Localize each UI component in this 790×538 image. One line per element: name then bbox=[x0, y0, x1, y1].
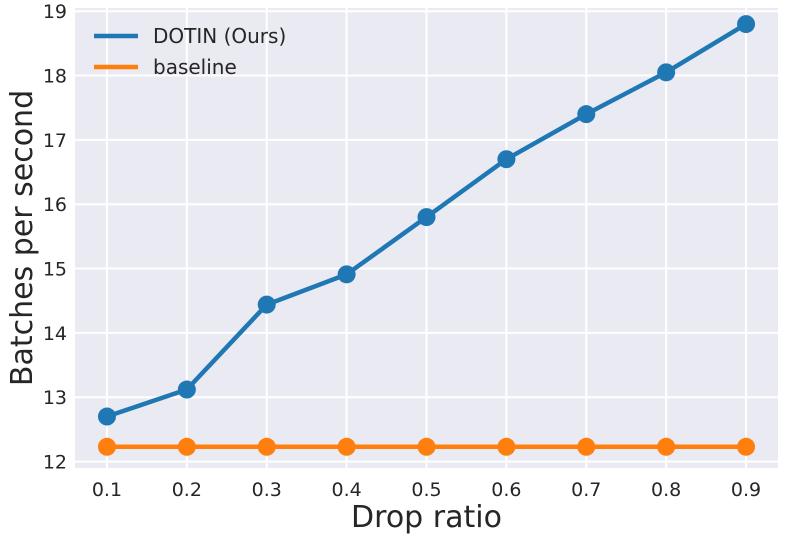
data-point bbox=[337, 265, 356, 284]
data-point bbox=[577, 105, 596, 124]
x-axis-ticks: 0.1 0.2 0.3 0.4 0.5 0.6 0.7 0.8 0.9 bbox=[92, 479, 761, 501]
x-tick-label: 0.8 bbox=[651, 479, 681, 501]
x-tick-label: 0.4 bbox=[332, 479, 362, 501]
data-point bbox=[97, 437, 116, 456]
y-tick-label: 14 bbox=[43, 323, 67, 345]
legend-label: baseline bbox=[153, 55, 237, 79]
x-tick-label: 0.9 bbox=[731, 479, 761, 501]
data-point bbox=[657, 63, 676, 82]
data-point bbox=[497, 437, 516, 456]
data-point bbox=[497, 150, 516, 169]
x-tick-label: 0.7 bbox=[571, 479, 601, 501]
data-point bbox=[417, 437, 436, 456]
x-tick-label: 0.3 bbox=[252, 479, 282, 501]
y-tick-label: 15 bbox=[43, 259, 67, 281]
data-point bbox=[737, 437, 756, 456]
data-point bbox=[177, 380, 196, 399]
series-dotin bbox=[97, 15, 756, 426]
data-point bbox=[417, 208, 436, 227]
x-tick-label: 0.2 bbox=[172, 479, 202, 501]
data-point bbox=[257, 295, 276, 314]
y-tick-label: 18 bbox=[43, 66, 67, 88]
data-point bbox=[337, 437, 356, 456]
series-group bbox=[97, 15, 756, 456]
x-tick-label: 0.6 bbox=[491, 479, 521, 501]
data-point bbox=[97, 407, 116, 426]
y-tick-label: 13 bbox=[43, 387, 67, 409]
data-point bbox=[577, 437, 596, 456]
data-point bbox=[737, 15, 756, 34]
legend-label: DOTIN (Ours) bbox=[153, 24, 286, 48]
y-tick-label: 19 bbox=[43, 1, 67, 23]
y-tick-label: 17 bbox=[43, 130, 67, 152]
data-point bbox=[257, 437, 276, 456]
legend: DOTIN (Ours) baseline bbox=[94, 24, 286, 79]
data-point bbox=[657, 437, 676, 456]
grid-lines bbox=[75, 8, 778, 468]
series-baseline bbox=[97, 437, 756, 456]
y-axis-ticks: 12 13 14 15 16 17 18 19 bbox=[43, 1, 67, 473]
y-axis-label: Batches per second bbox=[5, 90, 40, 386]
data-point bbox=[177, 437, 196, 456]
x-axis-label: Drop ratio bbox=[351, 500, 502, 535]
x-tick-label: 0.1 bbox=[92, 479, 122, 501]
y-tick-label: 12 bbox=[43, 452, 67, 474]
x-tick-label: 0.5 bbox=[411, 479, 441, 501]
y-tick-label: 16 bbox=[43, 194, 67, 216]
